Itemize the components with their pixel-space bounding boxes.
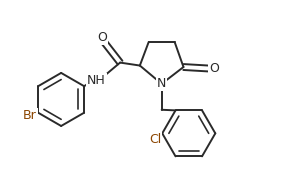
Text: O: O (209, 62, 219, 75)
Text: Br: Br (23, 109, 37, 122)
Text: O: O (97, 31, 107, 44)
Text: Cl: Cl (149, 133, 161, 146)
Text: NH: NH (87, 74, 106, 87)
Text: N: N (157, 77, 166, 90)
